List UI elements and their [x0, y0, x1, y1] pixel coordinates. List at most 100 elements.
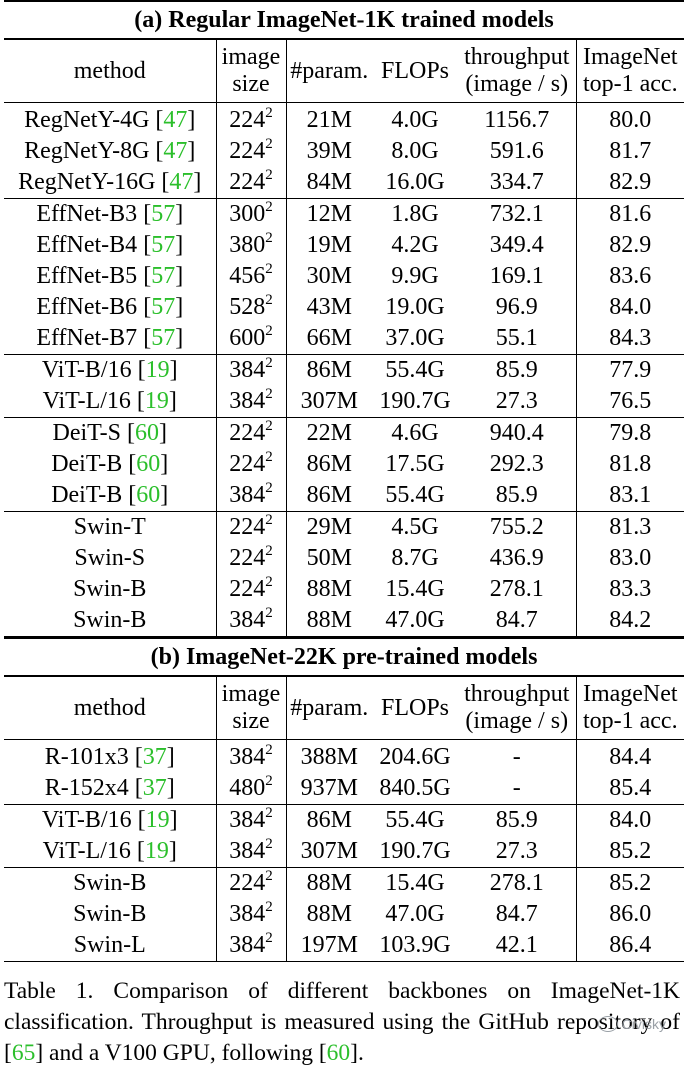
size-exponent: 2 [265, 899, 273, 915]
table-row: EffNet-B6 [57] 5282 43M 19.0G 96.9 84.0 [4, 292, 684, 323]
caption-ref-link[interactable]: 60 [326, 1040, 351, 1066]
section-title: (a) Regular ImageNet-1K trained models [4, 0, 685, 39]
header-image-size-line: image [221, 681, 281, 707]
image-size-cell: 3842 [216, 836, 287, 868]
accuracy-cell: 84.2 [609, 607, 652, 633]
table-row: ViT-L/16 [19] 3842 307M 190.7G 27.3 76.5 [4, 386, 684, 418]
size-exponent: 2 [265, 480, 273, 496]
image-size-cell: 3842 [216, 804, 287, 836]
accuracy-cell: 83.1 [609, 482, 652, 508]
header-params: #param. [286, 38, 372, 103]
header-image-size: image size [216, 675, 287, 740]
header-throughput: throughput (image / s) [458, 675, 577, 740]
model-name: RegNetY-16G [18, 169, 156, 195]
model-name: Swin-B [73, 870, 147, 896]
citation-link[interactable]: 19 [145, 357, 170, 383]
citation-link[interactable]: 60 [134, 420, 159, 446]
throughput-cell: 591.6 [458, 136, 577, 167]
throughput-cell: 169.1 [458, 261, 577, 292]
size-exponent: 2 [265, 105, 273, 121]
image-size-value: 384 [229, 838, 266, 864]
citation-link[interactable]: 57 [151, 294, 176, 320]
size-exponent: 2 [265, 930, 273, 946]
throughput-cell: 85.9 [458, 480, 577, 512]
model-name: Swin-S [74, 545, 146, 571]
params-cell: 88M [286, 867, 372, 899]
citation-link[interactable]: 37 [142, 744, 167, 770]
flops-cell: 840.5G [379, 775, 451, 801]
header-params-line: #param. [290, 694, 369, 721]
size-exponent: 2 [265, 230, 273, 246]
throughput-cell: 755.2 [458, 511, 577, 543]
params-cell: 22M [286, 417, 372, 449]
model-name: ViT-B/16 [41, 357, 132, 383]
model-name: R-101x3 [44, 744, 129, 770]
throughput-cell: 85.9 [458, 354, 577, 386]
accuracy-cell: 81.3 [576, 511, 685, 543]
flops-cell: 204.6G [379, 744, 451, 770]
image-size-value: 224 [229, 107, 266, 133]
throughput-cell: 96.9 [458, 292, 577, 323]
model-name: DeiT-S [52, 420, 121, 446]
header-method-line: method [73, 694, 146, 721]
params-cell: 12M [286, 198, 372, 230]
flops-cell: 16.0G [385, 169, 445, 195]
header-image-size: image size [216, 38, 287, 103]
header-accuracy-line: ImageNet [582, 44, 678, 70]
image-size-value: 380 [229, 232, 266, 258]
image-size-cell: 2242 [216, 417, 287, 449]
model-name: EffNet-B6 [36, 294, 138, 320]
accuracy-cell: 76.5 [609, 388, 652, 414]
image-size-cell: 2242 [216, 574, 287, 605]
image-size-cell: 2242 [216, 449, 287, 480]
model-name: Swin-B [73, 901, 147, 927]
caption-text-1: Table 1. Comparison of different backbon… [4, 978, 680, 1066]
image-size-cell: 3842 [216, 930, 287, 962]
header-throughput-line: throughput [464, 44, 570, 70]
citation-link[interactable]: 47 [163, 138, 188, 164]
citation-link[interactable]: 37 [142, 775, 167, 801]
params-cell: 29M [286, 511, 372, 543]
image-size-cell: 2242 [216, 167, 287, 199]
citation-link[interactable]: 47 [169, 169, 194, 195]
header-params-line: #param. [290, 57, 369, 84]
image-size-cell: 2242 [216, 867, 287, 899]
citation-link[interactable]: 57 [151, 263, 176, 289]
params-cell: 50M [306, 545, 352, 571]
header-throughput-line: throughput [464, 681, 570, 707]
image-size-cell: 3842 [216, 354, 287, 386]
header-image-size-line: image [221, 44, 281, 70]
watermark-text: Civisky [621, 1016, 666, 1032]
params-cell: 19M [306, 232, 352, 258]
citation-link[interactable]: 19 [145, 807, 170, 833]
citation-link[interactable]: 60 [136, 451, 161, 477]
citation-link[interactable]: 57 [151, 232, 176, 258]
header-image-size-line: size [232, 71, 270, 97]
header-accuracy: ImageNet top-1 acc. [576, 675, 685, 740]
flops-cell: 15.4G [385, 576, 445, 602]
header-accuracy-line: top-1 acc. [582, 71, 678, 97]
accuracy-cell: 84.0 [576, 804, 685, 836]
size-exponent: 2 [265, 418, 273, 434]
image-size-value: 300 [229, 201, 266, 227]
caption-ref-link[interactable]: 65 [11, 1040, 36, 1066]
image-size-value: 224 [229, 451, 266, 477]
model-name: Swin-T [73, 514, 146, 540]
size-exponent: 2 [265, 574, 273, 590]
params-cell: 86M [286, 354, 372, 386]
throughput-cell: 278.1 [458, 867, 577, 899]
citation-link[interactable]: 47 [163, 107, 188, 133]
citation-link[interactable]: 19 [144, 838, 169, 864]
method-cell: EffNet-B5 [57] [4, 261, 217, 292]
citation-link[interactable]: 57 [151, 201, 176, 227]
citation-link[interactable]: 60 [136, 482, 161, 508]
size-exponent: 2 [265, 449, 273, 465]
size-exponent: 2 [265, 773, 273, 789]
params-cell: 21M [306, 107, 352, 133]
citation-link[interactable]: 19 [144, 388, 169, 414]
table-row: Swin-T 2242 29M 4.5G 755.2 81.3 [4, 511, 685, 543]
caption-text-3: ]. [350, 1040, 364, 1066]
model-name: DeiT-B [51, 482, 123, 508]
citation-link[interactable]: 57 [151, 325, 176, 351]
accuracy-cell: 84.3 [609, 325, 652, 351]
